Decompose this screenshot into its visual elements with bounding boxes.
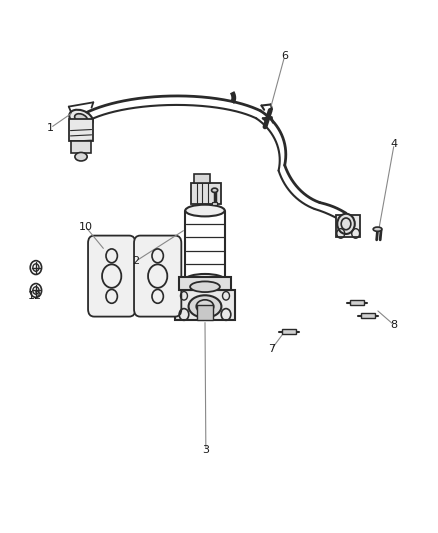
Text: 7: 7 (268, 344, 275, 354)
Ellipse shape (74, 114, 88, 123)
Text: 1: 1 (47, 123, 54, 133)
Bar (361, 313, 375, 318)
Bar (179, 277, 231, 290)
Bar (282, 329, 296, 334)
Text: 4: 4 (391, 139, 398, 149)
Text: 10: 10 (78, 222, 92, 231)
Ellipse shape (190, 281, 220, 292)
Text: 11: 11 (199, 182, 213, 191)
Bar (350, 300, 364, 305)
Bar (71, 141, 91, 153)
FancyBboxPatch shape (88, 236, 135, 317)
Text: 6: 6 (281, 51, 288, 61)
Text: 3: 3 (202, 446, 209, 455)
Ellipse shape (75, 152, 87, 161)
Ellipse shape (212, 188, 218, 192)
Text: 8: 8 (391, 320, 398, 330)
Ellipse shape (373, 227, 382, 231)
Bar (191, 183, 221, 204)
Bar (336, 215, 360, 237)
Bar (194, 174, 210, 183)
Bar (197, 305, 213, 320)
Ellipse shape (69, 110, 93, 127)
Ellipse shape (188, 295, 222, 318)
Text: 2: 2 (132, 256, 139, 266)
Text: 12: 12 (28, 291, 42, 301)
Ellipse shape (337, 214, 355, 234)
Ellipse shape (185, 205, 225, 216)
Bar (212, 202, 217, 205)
Ellipse shape (185, 274, 225, 286)
Bar (175, 290, 235, 320)
Bar (69, 119, 93, 141)
FancyBboxPatch shape (134, 236, 181, 317)
